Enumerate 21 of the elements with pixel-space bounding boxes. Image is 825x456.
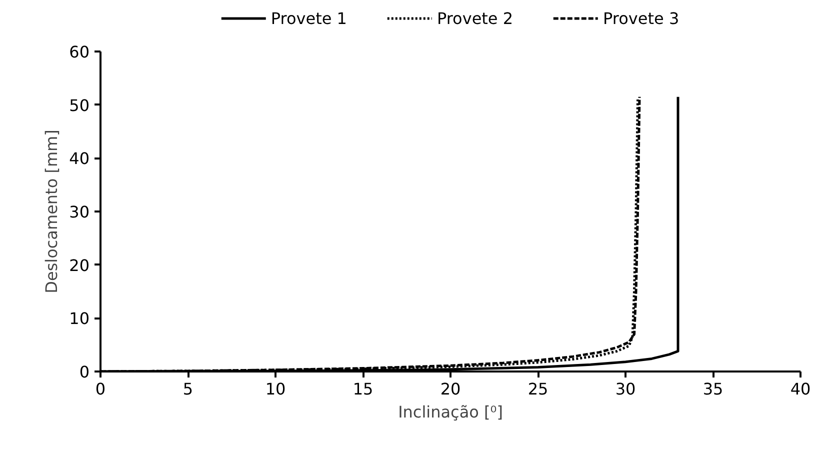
y-tick-label: 10 bbox=[69, 309, 90, 328]
y-axis-title: Deslocamento [mm] bbox=[42, 130, 62, 294]
y-tick-label: 40 bbox=[69, 149, 90, 168]
x-tick-label: 40 bbox=[790, 380, 811, 398]
x-tick-label: 35 bbox=[702, 380, 724, 398]
x-tick-label: 0 bbox=[95, 380, 106, 398]
y-tick-label: 60 bbox=[69, 42, 90, 62]
x-tick-label: 20 bbox=[440, 380, 461, 398]
legend-label: Provete 3 bbox=[603, 8, 680, 28]
legend-label: Provete 1 bbox=[270, 8, 347, 28]
x-tick-label: 25 bbox=[528, 380, 548, 398]
legend-label: Provete 2 bbox=[436, 8, 514, 28]
y-tick-label: 30 bbox=[69, 202, 90, 222]
y-tick-label: 0 bbox=[79, 362, 90, 382]
x-tick-label: 15 bbox=[352, 380, 374, 398]
x-tick-label: 10 bbox=[265, 380, 286, 398]
x-tick-label: 5 bbox=[182, 380, 194, 398]
y-tick-label: 50 bbox=[69, 96, 90, 115]
x-axis-title: Inclinação [⁰] bbox=[398, 402, 503, 422]
y-tick-label: 20 bbox=[69, 256, 90, 275]
x-tick-label: 30 bbox=[615, 380, 636, 398]
